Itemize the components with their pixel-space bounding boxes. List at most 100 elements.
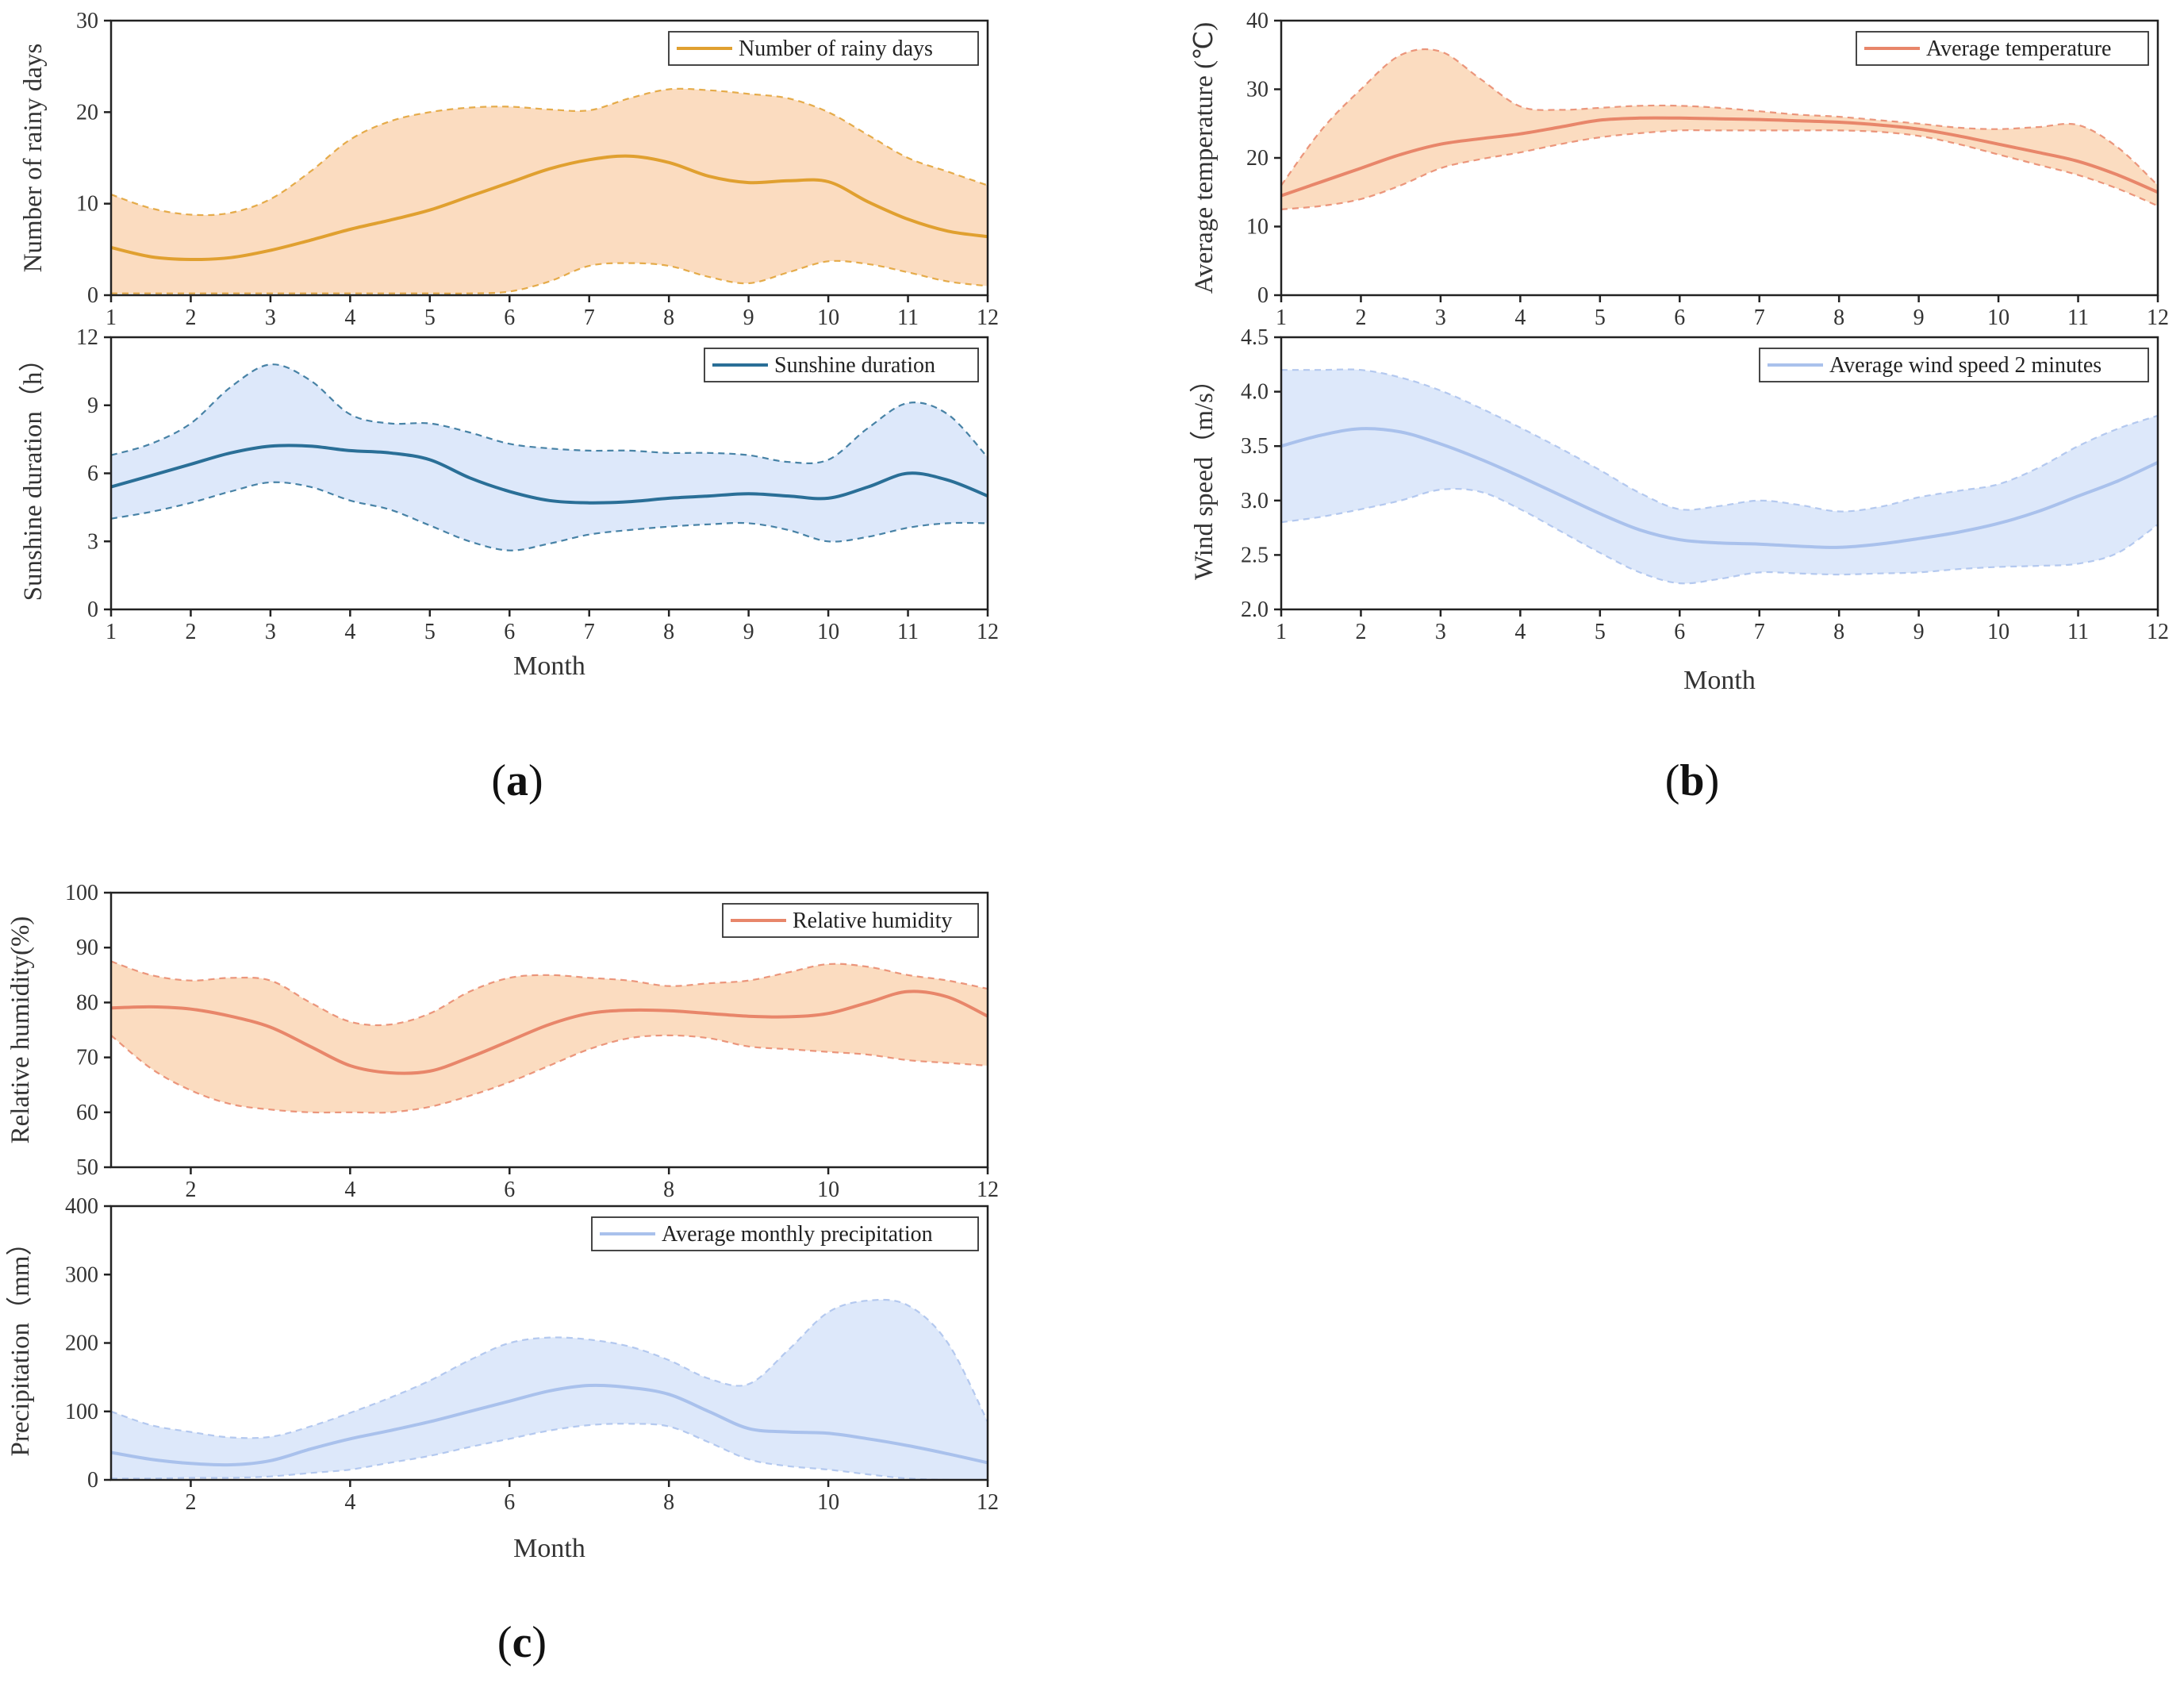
y-tick-label: 9 (87, 394, 98, 418)
series-line (111, 154, 988, 262)
x-tick-label: 2 (1355, 620, 1366, 644)
x-tick-label: 9 (1913, 620, 1925, 644)
x-tick-label: 8 (663, 1178, 674, 1202)
x-tick-label: 2 (185, 1490, 196, 1515)
y-axis-label: Sunshine duration（h） (19, 346, 48, 601)
x-tick-label: 8 (1833, 620, 1844, 644)
x-tick-label: 6 (504, 1490, 515, 1515)
y-tick-label: 50 (76, 1155, 98, 1180)
y-axis-label: Average temperature (℃) (1190, 22, 1219, 294)
x-axis-label: Month (513, 651, 585, 681)
y-tick-label: 200 (65, 1331, 98, 1356)
y-axis-label: Relative humidity(%) (6, 916, 35, 1144)
y-tick-label: 90 (76, 936, 98, 960)
panel-label-c: (c) (497, 1618, 547, 1667)
x-tick-label: 1 (106, 305, 117, 330)
y-tick-label: 4.5 (1241, 325, 1269, 350)
range-band (111, 961, 988, 1113)
y-tick-label: 30 (76, 9, 98, 33)
plot-frame (1280, 336, 2159, 611)
legend: Average temperature (1856, 31, 2149, 66)
x-tick-label: 11 (897, 620, 919, 644)
max-dashed-line (1281, 48, 2158, 186)
y-axis-label: Precipitation（mm） (6, 1230, 35, 1457)
x-tick-label: 3 (265, 620, 276, 644)
legend-box (668, 31, 979, 66)
max-dashed-line (111, 363, 988, 464)
y-tick-label: 30 (1246, 78, 1269, 102)
x-tick-label: 10 (817, 305, 839, 330)
y-tick-label: 10 (76, 192, 98, 217)
y-tick-label: 10 (1246, 215, 1269, 240)
x-tick-label: 3 (1435, 620, 1446, 644)
x-tick-label: 8 (663, 620, 674, 644)
legend-label: Relative humidity (793, 909, 952, 933)
x-tick-label: 6 (504, 305, 515, 330)
y-tick-label: 2.0 (1241, 598, 1269, 622)
min-dashed-line (111, 259, 988, 294)
max-dashed-line (111, 87, 988, 217)
min-dashed-line (111, 1423, 988, 1480)
x-tick-label: 5 (424, 620, 436, 644)
panel-label-a: (a) (491, 756, 543, 805)
x-tick-label: 9 (743, 305, 754, 330)
max-dashed-line (111, 960, 988, 1027)
x-tick-label: 10 (817, 1178, 839, 1202)
min-dashed-line (1281, 129, 2158, 210)
x-tick-label: 1 (1276, 305, 1287, 330)
legend-label: Average temperature (1926, 37, 2111, 61)
legend: Number of rainy days (668, 31, 979, 66)
y-axis-label: Wind speed（m/s） (1190, 367, 1219, 580)
y-tick-label: 100 (65, 1400, 98, 1424)
x-tick-label: 1 (1276, 620, 1287, 644)
x-tick-label: 1 (106, 620, 117, 644)
y-tick-label: 12 (76, 325, 98, 350)
x-tick-label: 11 (2067, 620, 2089, 644)
y-tick-label: 2.5 (1241, 543, 1269, 567)
x-tick-label: 4 (1514, 305, 1526, 330)
y-tick-label: 4.0 (1241, 380, 1269, 405)
x-tick-label: 12 (977, 620, 999, 644)
x-tick-label: 6 (1674, 305, 1685, 330)
series-line (1281, 427, 2158, 549)
x-tick-label: 12 (2147, 305, 2169, 330)
legend-label: Average wind speed 2 minutes (1829, 353, 2101, 378)
legend: Sunshine duration (704, 348, 979, 382)
x-tick-label: 4 (344, 1178, 355, 1202)
range-band (1281, 48, 2158, 209)
y-tick-label: 3.0 (1241, 489, 1269, 513)
x-tick-label: 2 (185, 620, 196, 644)
min-dashed-line (111, 481, 988, 551)
legend: Average wind speed 2 minutes (1759, 348, 2149, 382)
x-tick-label: 3 (1435, 305, 1446, 330)
x-tick-label: 4 (344, 305, 355, 330)
x-tick-label: 12 (977, 1178, 999, 1202)
y-tick-label: 0 (87, 1468, 98, 1493)
x-tick-label: 2 (185, 1178, 196, 1202)
max-dashed-line (1281, 368, 2158, 513)
y-tick-label: 80 (76, 990, 98, 1015)
y-tick-label: 70 (76, 1046, 98, 1070)
series-line (111, 989, 988, 1075)
x-axis-label: Month (513, 1534, 585, 1563)
series-line (111, 1383, 988, 1467)
chart-5-panel-c: 50 60 70 80 90 100 2 4 6 8 10 12 Relative humidity(%… (6, 881, 999, 1202)
x-tick-label: 10 (1987, 305, 2009, 330)
x-tick-label: 10 (1987, 620, 2009, 644)
y-tick-label: 60 (76, 1101, 98, 1125)
y-tick-label: 3 (87, 529, 98, 554)
x-tick-label: 7 (1754, 620, 1765, 644)
legend-label: Number of rainy days (739, 37, 933, 61)
x-tick-label: 2 (1355, 305, 1366, 330)
x-tick-label: 11 (897, 305, 919, 330)
x-tick-label: 10 (817, 1490, 839, 1515)
range-band (111, 88, 988, 294)
x-axis-label: Month (1683, 666, 1756, 695)
legend-box (591, 1216, 979, 1251)
x-tick-label: 4 (344, 620, 355, 644)
x-tick-label: 8 (663, 305, 674, 330)
legend-label: Sunshine duration (774, 353, 935, 378)
